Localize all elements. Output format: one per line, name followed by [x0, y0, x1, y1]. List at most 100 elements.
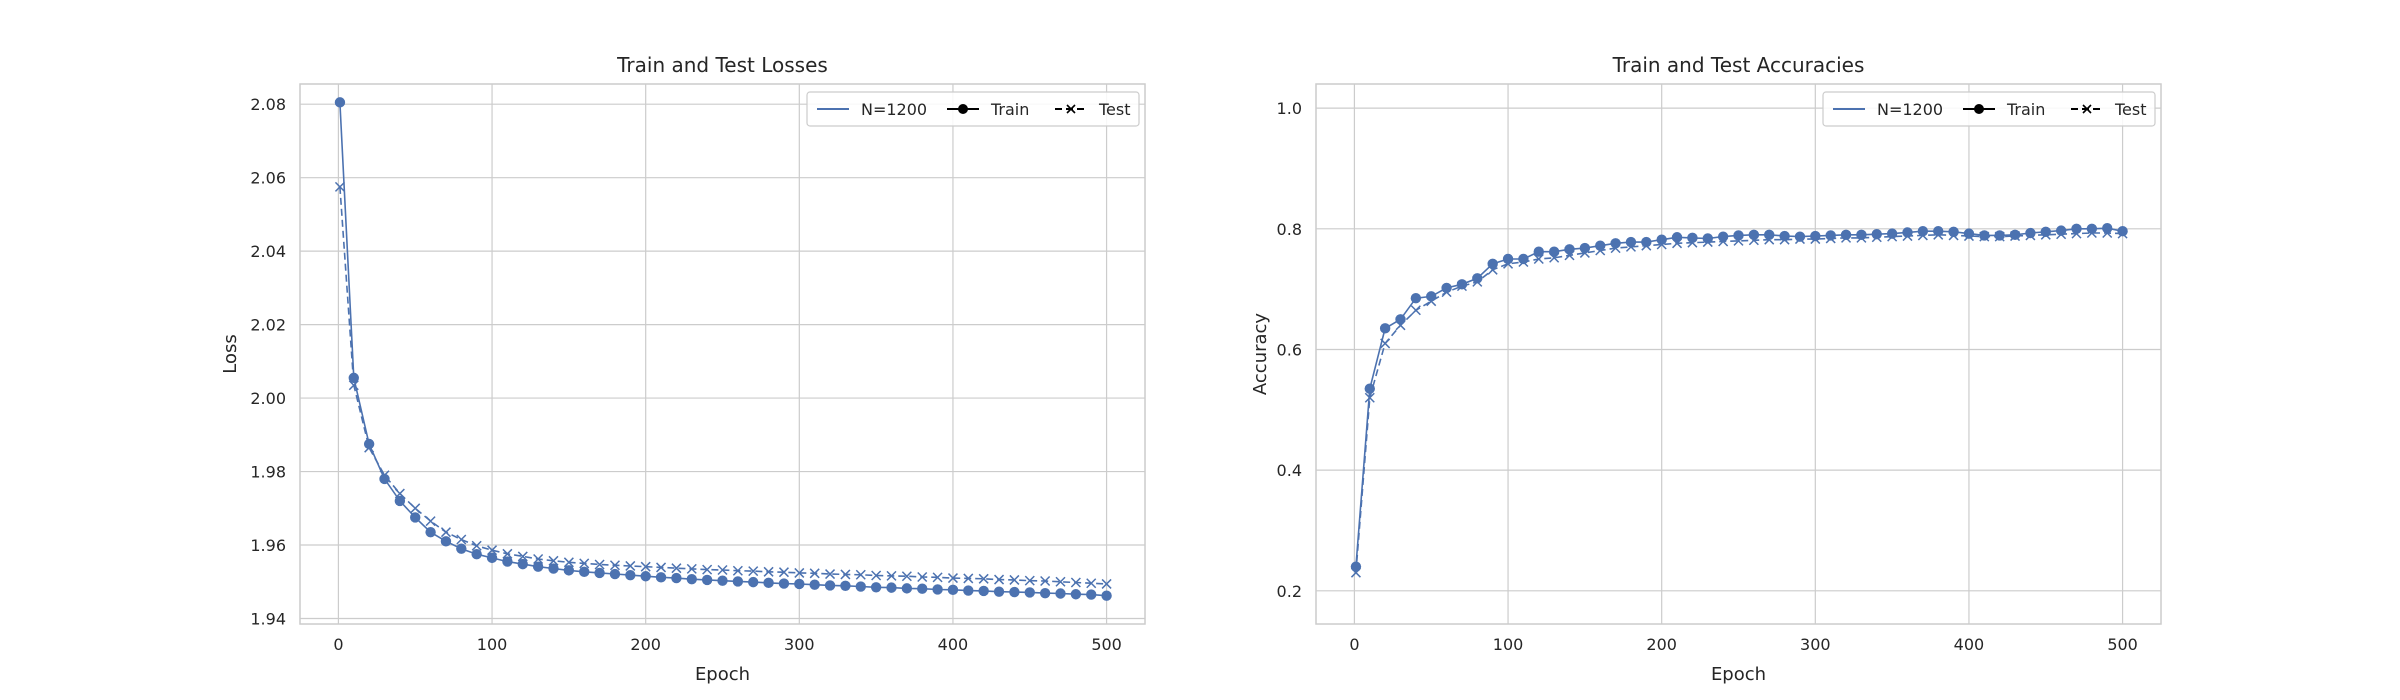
loss-test-point — [748, 566, 759, 577]
accuracy-test-point — [1687, 237, 1698, 248]
accuracy-x-axis-label: Epoch — [1711, 664, 1766, 685]
accuracy-train-point — [1779, 230, 1790, 242]
loss-x-tick-label: 400 — [938, 635, 969, 654]
loss-train-point — [655, 572, 667, 583]
accuracy-title: Train and Test Accuracies — [1612, 53, 1865, 77]
accuracy-test-point — [2025, 230, 2036, 241]
loss-train-point — [840, 580, 851, 591]
loss-test-point — [548, 555, 559, 566]
loss-train-point — [932, 584, 943, 595]
loss-test-point — [1024, 575, 1035, 586]
loss-train-point — [763, 577, 774, 589]
accuracy-test-point — [1456, 281, 1467, 292]
accuracy-train-point — [1979, 230, 1990, 241]
accuracy-test-point — [1579, 247, 1590, 258]
loss-test-point — [471, 540, 482, 551]
loss-test-point — [840, 569, 851, 580]
loss-test-point — [656, 562, 667, 573]
loss-train-point — [471, 549, 482, 560]
accuracy-frame — [1315, 83, 2162, 625]
loss-test-point — [917, 571, 928, 583]
loss-train-point — [870, 582, 882, 593]
loss-train-point — [456, 543, 467, 554]
accuracy-test-point — [1902, 231, 1913, 242]
accuracy-test-point — [1948, 230, 1959, 241]
loss-train-point — [947, 584, 959, 596]
loss-test-point — [609, 560, 620, 571]
loss-legend: N=1200 Train Test — [806, 91, 1140, 127]
loss-train-point — [1086, 589, 1097, 600]
loss-x-tick-label: 200 — [630, 635, 661, 654]
accuracy-test-point — [1779, 234, 1790, 245]
loss-test-point — [640, 561, 651, 572]
accuracy-train-point — [1379, 323, 1391, 334]
accuracy-test-point — [2102, 227, 2113, 239]
accuracy-legend-label-2: Test — [2114, 100, 2147, 119]
accuracy-test-point — [1625, 241, 1636, 252]
accuracy-test-point — [1933, 229, 1944, 240]
accuracy-test-point — [1426, 296, 1437, 307]
accuracy-y-tick-label: 0.2 — [1277, 582, 1302, 601]
loss-test-point — [825, 569, 836, 580]
loss-test-point — [517, 551, 528, 562]
loss-train-point — [963, 585, 974, 596]
loss-train-point — [548, 563, 559, 574]
accuracy-train-point — [2102, 223, 2113, 234]
loss-test-point — [425, 516, 436, 527]
loss-train-point — [625, 569, 636, 581]
loss-train-point — [732, 576, 744, 587]
loss-train-point — [532, 561, 544, 572]
accuracy-y-tick-label: 0.6 — [1277, 340, 1302, 359]
loss-legend-label-0: N=1200 — [861, 100, 927, 119]
accuracy-train-point — [1533, 246, 1544, 257]
accuracy-train-point — [2071, 223, 2082, 235]
loss-test-point — [886, 570, 897, 581]
loss-train-point — [486, 552, 498, 564]
loss-train-point — [778, 578, 790, 589]
loss-train-point — [686, 573, 697, 585]
loss-test-point — [901, 571, 912, 582]
loss-train-point — [978, 585, 989, 597]
accuracy-train-point — [1656, 234, 1667, 245]
loss-legend-label-1: Train — [990, 100, 1029, 119]
accuracy-test-point — [1641, 240, 1652, 251]
loss-test-point — [502, 548, 513, 559]
loss-train-point — [1070, 589, 1082, 600]
loss-test-point — [625, 560, 636, 571]
accuracy-train-point — [1395, 314, 1406, 325]
accuracy-train-point — [1548, 246, 1560, 257]
accuracy-train-point — [1794, 231, 1806, 242]
accuracy-test-point — [1733, 235, 1744, 246]
loss-train-point — [701, 574, 713, 586]
loss-test-point — [871, 570, 882, 581]
accuracy-train-point — [1472, 273, 1483, 284]
loss-test-point — [456, 534, 467, 545]
accuracy-test-point — [1610, 243, 1621, 254]
accuracy-test-point — [1564, 250, 1575, 261]
accuracy-train-point — [1487, 258, 1498, 269]
accuracy-x-tick-label: 100 — [1493, 635, 1524, 654]
loss-title: Train and Test Losses — [616, 53, 828, 77]
loss-test-point — [334, 181, 345, 192]
loss-test-point — [978, 573, 989, 584]
loss-train-point — [425, 526, 436, 538]
accuracy-test-point — [1917, 230, 1928, 241]
accuracy-train-point — [1748, 229, 1760, 241]
accuracy-train-point — [1933, 226, 1944, 237]
loss-test-point — [533, 553, 544, 565]
accuracy-test-point — [1472, 276, 1483, 287]
loss-x-tick-label: 0 — [333, 635, 343, 654]
accuracy-train-point — [1948, 226, 1959, 238]
accuracy-train-point — [2009, 229, 2021, 241]
accuracy-test-point — [1764, 234, 1775, 245]
loss-train-point — [363, 438, 375, 450]
loss-train-point — [609, 568, 621, 580]
loss-test-point — [717, 564, 728, 576]
accuracy-train-point — [1564, 244, 1575, 255]
accuracy-y-tick-label: 0.4 — [1277, 461, 1302, 480]
loss-y-tick-label: 1.94 — [250, 609, 286, 628]
accuracy-train-point — [1902, 227, 1913, 238]
loss-y-tick-label: 1.96 — [250, 536, 286, 555]
loss-train-point — [917, 583, 928, 594]
